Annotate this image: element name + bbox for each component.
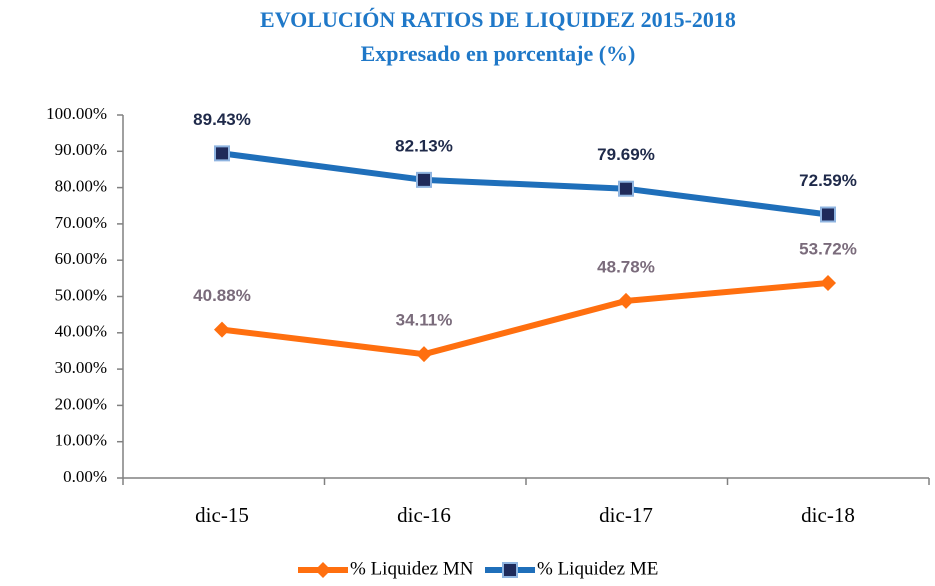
y-tick-label: 90.00% (55, 140, 107, 159)
x-tick-label: dic-18 (801, 503, 855, 527)
point-marker (618, 292, 634, 309)
point-marker (214, 145, 230, 162)
y-tick-label: 10.00% (55, 431, 107, 450)
series-line (221, 150, 829, 218)
y-tick-label: 20.00% (55, 394, 107, 413)
chart-title: EVOLUCIÓN RATIOS DE LIQUIDEZ 2015-2018 (260, 7, 736, 32)
point-marker (416, 346, 432, 363)
point-marker (214, 321, 230, 338)
point-marker (820, 274, 836, 291)
data-label: 53.72% (799, 239, 857, 258)
legend-label: % Liquidez MN (350, 558, 474, 579)
chart-subtitle: Expresado en porcentaje (%) (361, 41, 636, 66)
data-label: 72.59% (799, 171, 857, 190)
legend-marker (502, 562, 518, 578)
y-tick-label: 0.00% (63, 467, 107, 486)
data-label: 48.78% (597, 257, 655, 276)
y-tick-label: 60.00% (55, 249, 107, 268)
series-line (221, 280, 829, 358)
y-tick-label: 70.00% (55, 213, 107, 232)
y-tick-label: 30.00% (55, 358, 107, 377)
y-tick-label: 80.00% (55, 177, 107, 196)
legend-label: % Liquidez ME (537, 558, 658, 579)
y-tick-label: 40.00% (55, 322, 107, 341)
data-label: 34.11% (396, 311, 453, 330)
legend-marker (315, 562, 331, 578)
x-tick-label: dic-15 (195, 503, 249, 527)
x-tick-label: dic-16 (397, 503, 451, 527)
y-tick-label: 50.00% (55, 285, 107, 304)
point-marker (820, 206, 836, 223)
data-label: 40.88% (193, 286, 251, 305)
data-label: 89.43% (193, 110, 251, 129)
point-marker (618, 180, 634, 197)
x-tick-label: dic-17 (599, 503, 653, 527)
data-label: 82.13% (395, 136, 453, 155)
data-label: 79.69% (597, 145, 655, 164)
y-tick-label: 100.00% (46, 104, 107, 123)
point-marker (416, 171, 432, 188)
